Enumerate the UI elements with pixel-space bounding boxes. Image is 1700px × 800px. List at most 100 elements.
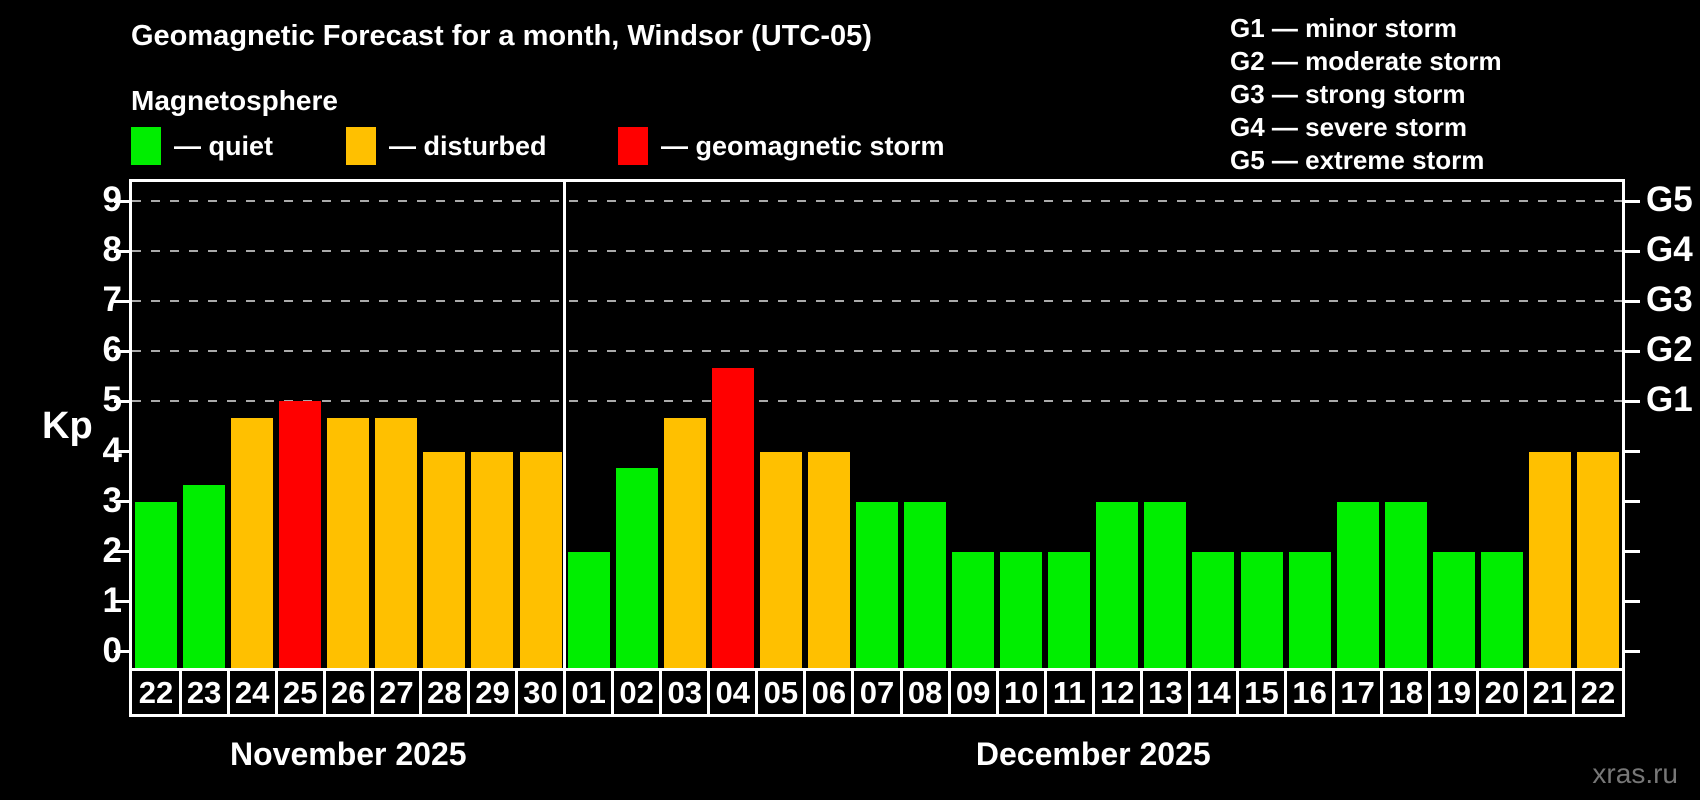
date-divider bbox=[659, 671, 663, 714]
date-divider bbox=[1332, 671, 1336, 714]
date-divider bbox=[418, 671, 422, 714]
date-label: 04 bbox=[715, 674, 751, 710]
date-divider bbox=[370, 671, 374, 714]
y-axis-tick bbox=[114, 600, 129, 604]
date-divider bbox=[611, 671, 615, 714]
date-label: 30 bbox=[523, 674, 558, 710]
grid-line bbox=[132, 250, 1622, 253]
g-legend-line: G4 — severe storm bbox=[1230, 112, 1468, 142]
date-divider bbox=[466, 671, 470, 714]
right-axis-tick bbox=[1625, 600, 1640, 604]
y-axis-tick bbox=[114, 450, 129, 454]
legend-label: — quiet bbox=[174, 130, 273, 161]
g-legend-line: G3 — strong storm bbox=[1230, 79, 1466, 109]
kp-bar bbox=[759, 451, 802, 668]
date-label: 01 bbox=[571, 674, 606, 710]
g-scale-label: G4 bbox=[1646, 230, 1693, 270]
date-divider bbox=[851, 671, 855, 714]
date-label: 18 bbox=[1388, 674, 1423, 710]
g-scale-legend: G1 — minor storm G2 — moderate storm G3 … bbox=[1230, 12, 1502, 177]
date-label: 20 bbox=[1484, 674, 1520, 710]
date-divider bbox=[1572, 671, 1576, 714]
date-label: 05 bbox=[763, 674, 799, 710]
kp-bar bbox=[856, 501, 898, 668]
date-label: 27 bbox=[379, 674, 414, 710]
legend-item-disturbed: — disturbed bbox=[346, 126, 547, 166]
date-divider bbox=[1380, 671, 1384, 714]
right-axis-tick bbox=[1625, 199, 1640, 203]
y-axis-tick bbox=[114, 349, 129, 353]
date-divider bbox=[803, 671, 807, 714]
right-axis-tick bbox=[1625, 299, 1640, 303]
date-divider bbox=[515, 671, 519, 714]
kp-bar bbox=[423, 451, 466, 668]
date-axis-inner: 22 23 24 25 26 27 28 29 30 01 02 03 04 05 06 07 08 09 10 11… bbox=[132, 671, 1622, 714]
date-divider bbox=[755, 671, 759, 714]
kp-bar bbox=[279, 401, 322, 668]
y-tick-label: 3 bbox=[102, 480, 122, 520]
kp-bar bbox=[711, 367, 754, 668]
date-label: 14 bbox=[1196, 674, 1231, 710]
kp-bar bbox=[135, 501, 178, 668]
kp-bar bbox=[1432, 551, 1475, 668]
kp-bar bbox=[1144, 501, 1187, 668]
watermark: xras.ru bbox=[1592, 758, 1678, 789]
legend-label: — geomagnetic storm bbox=[661, 130, 945, 161]
y-tick-label: 0 bbox=[102, 631, 122, 671]
date-label: 22 bbox=[1580, 674, 1616, 710]
date-label: 02 bbox=[619, 674, 654, 710]
y-axis-tick bbox=[114, 500, 129, 504]
date-divider bbox=[1043, 671, 1047, 714]
kp-bar bbox=[952, 551, 995, 668]
date-label: 10 bbox=[1003, 674, 1039, 710]
kp-bar bbox=[375, 418, 418, 668]
grid-line bbox=[132, 200, 1622, 203]
right-axis-tick bbox=[1625, 399, 1640, 403]
kp-bar bbox=[1096, 501, 1139, 668]
date-label: 08 bbox=[907, 674, 943, 710]
grid-line bbox=[132, 350, 1622, 353]
kp-bar bbox=[231, 418, 274, 668]
kp-bar bbox=[519, 451, 562, 668]
date-divider bbox=[1187, 671, 1191, 714]
date-divider bbox=[947, 671, 951, 714]
g-scale-label: G3 bbox=[1646, 280, 1693, 320]
date-label: 15 bbox=[1244, 674, 1279, 710]
kp-bar bbox=[1528, 451, 1571, 668]
date-divider bbox=[707, 671, 711, 714]
kp-bar bbox=[615, 468, 658, 668]
date-divider bbox=[563, 671, 567, 714]
grid-line bbox=[132, 300, 1622, 303]
date-label: 22 bbox=[138, 674, 174, 710]
kp-bar bbox=[807, 451, 850, 668]
date-label: 25 bbox=[282, 674, 318, 710]
y-tick-label: 9 bbox=[102, 180, 122, 220]
status-legend: — quiet — disturbed — geomagnetic storm bbox=[0, 126, 1100, 166]
date-divider bbox=[1091, 671, 1095, 714]
storm-color-swatch bbox=[618, 127, 648, 165]
right-axis-tick bbox=[1625, 500, 1640, 504]
date-divider bbox=[226, 671, 230, 714]
kp-bar bbox=[327, 418, 370, 668]
date-divider bbox=[1476, 671, 1480, 714]
chart-subtitle: Magnetosphere bbox=[131, 85, 338, 116]
date-label: 11 bbox=[1052, 674, 1086, 710]
kp-bar bbox=[1480, 551, 1523, 668]
right-axis-tick bbox=[1625, 249, 1640, 253]
g-scale-label: G1 bbox=[1646, 380, 1693, 420]
g-legend-line: G5 — extreme storm bbox=[1230, 145, 1485, 175]
y-tick-label: 2 bbox=[102, 530, 122, 570]
kp-bar bbox=[904, 501, 947, 668]
page-title: Geomagnetic Forecast for a month, Windso… bbox=[131, 20, 872, 52]
date-label: 12 bbox=[1100, 674, 1135, 710]
g-scale-label: G5 bbox=[1646, 180, 1693, 220]
right-axis-tick bbox=[1625, 349, 1640, 353]
date-label: 06 bbox=[811, 674, 847, 710]
kp-bar bbox=[471, 451, 514, 668]
date-label: 29 bbox=[475, 674, 510, 710]
y-axis-tick bbox=[114, 299, 129, 303]
kp-bar bbox=[1576, 451, 1619, 668]
date-label: 09 bbox=[955, 674, 991, 710]
y-tick-label: 6 bbox=[102, 330, 122, 370]
